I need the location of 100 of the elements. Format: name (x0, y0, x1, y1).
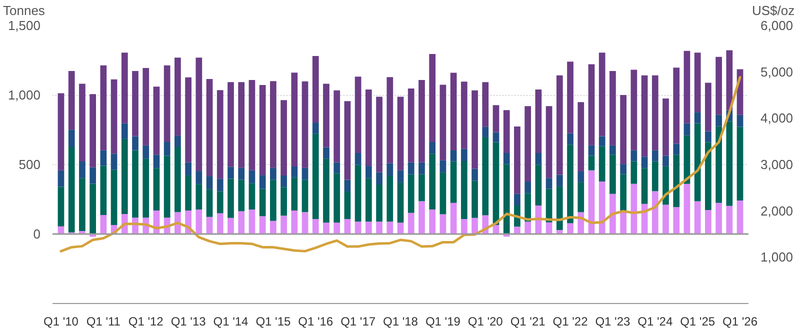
bar (248, 170, 256, 184)
bar (397, 170, 404, 182)
bar (121, 52, 128, 124)
bar (323, 147, 330, 159)
bar (726, 121, 733, 206)
bar (684, 50, 690, 124)
bar (153, 154, 160, 168)
bar (206, 189, 213, 217)
bar (153, 86, 160, 155)
bar (567, 223, 574, 234)
bar (206, 216, 213, 234)
bar (716, 114, 722, 126)
bar (620, 174, 626, 211)
y2-tick-label: 4,000 (760, 110, 794, 126)
x-tick-label: Q1 '18 (383, 314, 418, 328)
y2-tick-label: 6,000 (760, 18, 794, 33)
bar (694, 201, 701, 234)
x-tick-label: Q1 '23 (595, 314, 631, 328)
bar (132, 136, 138, 150)
bar (705, 82, 712, 132)
bar (344, 218, 351, 234)
bar (334, 173, 340, 223)
bar (578, 182, 584, 212)
bar (662, 156, 669, 166)
bar (673, 68, 680, 144)
y2-tick-label: 2,000 (760, 203, 794, 218)
bar (514, 226, 520, 234)
x-tick-label: Q1 '25 (680, 314, 716, 328)
y-tick-label: 1,500 (8, 18, 41, 33)
bar (662, 98, 669, 156)
bar (440, 172, 446, 214)
bar (524, 193, 531, 222)
bar (610, 154, 616, 194)
bar (334, 222, 340, 234)
bar (153, 168, 160, 211)
bar (440, 84, 446, 160)
bar (694, 112, 701, 124)
line-series (60, 76, 742, 252)
bar (429, 142, 436, 154)
bar (716, 202, 722, 234)
bar (567, 133, 574, 145)
bar (440, 214, 446, 234)
bar (291, 210, 298, 234)
bar (228, 218, 234, 234)
bar (482, 136, 489, 216)
bar (58, 186, 64, 226)
bar (238, 180, 245, 212)
x-tick-label: Q1 '15 (256, 314, 291, 328)
bar (450, 72, 457, 150)
bar (598, 181, 606, 234)
bar (641, 156, 648, 168)
bar (58, 93, 64, 170)
bar (460, 148, 468, 162)
bar (302, 180, 308, 212)
bar (535, 164, 542, 206)
bar (492, 142, 500, 225)
bar (546, 178, 552, 189)
bar (312, 122, 319, 134)
x-tick-label: Q1 '13 (170, 314, 206, 328)
bar (280, 187, 287, 216)
bar (58, 170, 64, 187)
bar (556, 186, 563, 230)
bar (450, 161, 457, 203)
x-tick-label: Q1 '11 (86, 314, 121, 328)
bar (196, 184, 202, 210)
bar (418, 162, 425, 174)
bar (598, 52, 606, 136)
bar (302, 212, 308, 234)
bar (248, 210, 256, 234)
x-tick-label: Q1 '22 (552, 314, 588, 328)
bar (620, 95, 626, 164)
x-tick-label: Q1 '12 (128, 314, 164, 328)
bar (598, 146, 606, 182)
bar (386, 176, 394, 222)
bar (206, 79, 213, 176)
x-tick-label: Q1 '21 (510, 314, 546, 328)
bar (705, 210, 712, 234)
bar (270, 220, 276, 234)
y-tick-label: 1,000 (8, 88, 41, 102)
bar (429, 54, 436, 142)
bar (556, 174, 563, 186)
bar (142, 68, 150, 146)
bar (312, 134, 319, 219)
bar (196, 171, 202, 184)
bar (546, 106, 552, 178)
bar (386, 163, 394, 176)
bar (228, 166, 234, 179)
bar (450, 202, 457, 234)
bar (206, 176, 213, 190)
bar (524, 106, 531, 182)
bar (79, 178, 86, 231)
x-tick-label: Q1 '14 (213, 314, 249, 328)
bar (705, 142, 712, 210)
bar (408, 174, 414, 213)
bar (630, 161, 638, 184)
bar (259, 216, 266, 234)
bar (270, 168, 276, 180)
bar (270, 81, 276, 168)
bar (238, 211, 245, 234)
bar (472, 90, 478, 169)
